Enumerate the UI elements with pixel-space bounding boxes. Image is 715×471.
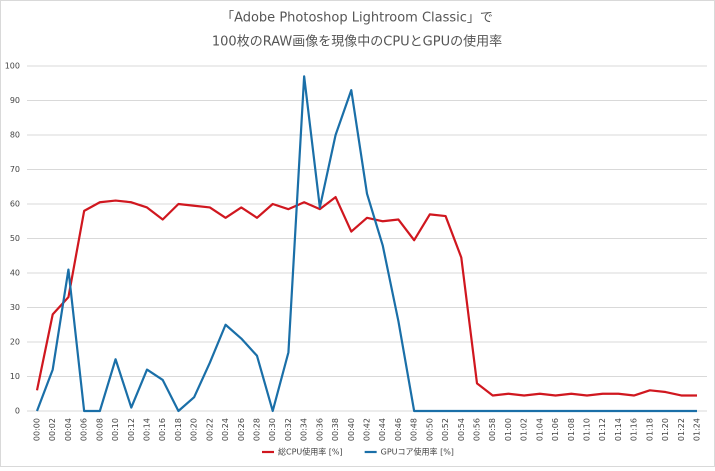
x-tick-label: 00:08 bbox=[95, 418, 104, 441]
x-tick-label: 01:02 bbox=[520, 418, 529, 441]
y-tick-label: 0 bbox=[15, 407, 20, 416]
x-tick-label: 00:32 bbox=[284, 418, 293, 441]
y-tick-label: 30 bbox=[10, 303, 20, 312]
x-tick-label: 01:16 bbox=[630, 418, 639, 441]
y-tick-label: 10 bbox=[10, 372, 20, 381]
x-tick-label: 01:20 bbox=[661, 418, 670, 441]
x-tick-label: 01:18 bbox=[645, 418, 654, 441]
series-line bbox=[35, 75, 697, 413]
y-tick-label: 70 bbox=[10, 165, 20, 174]
x-tick-label: 00:52 bbox=[441, 418, 450, 441]
x-tick-label: 00:28 bbox=[253, 418, 262, 441]
y-tick-label: 80 bbox=[10, 131, 20, 140]
x-tick-label: 00:30 bbox=[268, 418, 277, 441]
x-tick-label: 01:22 bbox=[677, 418, 686, 441]
chart-title: 100枚のRAW画像を現像中のCPUとGPUの使用率 bbox=[212, 34, 502, 50]
x-tick-label: 00:20 bbox=[190, 418, 199, 441]
x-tick-label: 01:24 bbox=[693, 418, 702, 441]
series-line bbox=[35, 196, 697, 397]
x-tick-label: 01:06 bbox=[551, 418, 560, 441]
y-tick-label: 20 bbox=[10, 338, 20, 347]
x-tick-label: 01:04 bbox=[535, 418, 544, 441]
x-tick-label: 00:46 bbox=[394, 418, 403, 441]
x-tick-label: 00:02 bbox=[48, 418, 57, 441]
x-tick-label: 00:06 bbox=[80, 418, 89, 441]
x-tick-label: 00:22 bbox=[205, 418, 214, 441]
x-tick-label: 00:16 bbox=[158, 418, 167, 441]
x-tick-label: 01:00 bbox=[504, 418, 513, 441]
x-tick-label: 00:40 bbox=[347, 418, 356, 441]
x-tick-label: 00:14 bbox=[143, 418, 152, 441]
x-tick-label: 00:34 bbox=[300, 418, 309, 441]
y-tick-label: 60 bbox=[10, 200, 20, 209]
x-tick-label: 01:08 bbox=[567, 418, 576, 441]
chart-title: 「Adobe Photoshop Lightroom Classic」で bbox=[221, 11, 493, 26]
y-tick-label: 50 bbox=[10, 234, 20, 243]
x-tick-label: 00:10 bbox=[111, 418, 120, 441]
x-tick-label: 00:26 bbox=[237, 418, 246, 441]
x-tick-label: 00:54 bbox=[457, 418, 466, 441]
x-tick-label: 00:50 bbox=[425, 418, 434, 441]
x-tick-label: 00:00 bbox=[33, 418, 42, 441]
x-tick-label: 00:18 bbox=[174, 418, 183, 441]
y-tick-label: 100 bbox=[5, 62, 20, 71]
x-tick-label: 00:58 bbox=[488, 418, 497, 441]
legend-label: 総CPU使用率 [%] bbox=[278, 447, 343, 457]
y-tick-label: 40 bbox=[10, 269, 20, 278]
y-tick-label: 90 bbox=[10, 96, 20, 105]
x-tick-label: 00:42 bbox=[363, 418, 372, 441]
x-tick-label: 00:38 bbox=[331, 418, 340, 441]
x-tick-label: 00:56 bbox=[473, 418, 482, 441]
x-tick-label: 01:14 bbox=[614, 418, 623, 441]
x-tick-label: 00:44 bbox=[378, 418, 387, 441]
x-tick-label: 00:36 bbox=[315, 418, 324, 441]
x-tick-label: 00:12 bbox=[127, 418, 136, 441]
x-tick-label: 00:04 bbox=[64, 418, 73, 441]
x-tick-label: 01:12 bbox=[598, 418, 607, 441]
legend-label: GPUコア使用率 [%] bbox=[381, 447, 454, 457]
x-tick-label: 00:24 bbox=[221, 418, 230, 441]
x-tick-label: 00:48 bbox=[410, 418, 419, 441]
x-tick-label: 01:10 bbox=[583, 418, 592, 441]
